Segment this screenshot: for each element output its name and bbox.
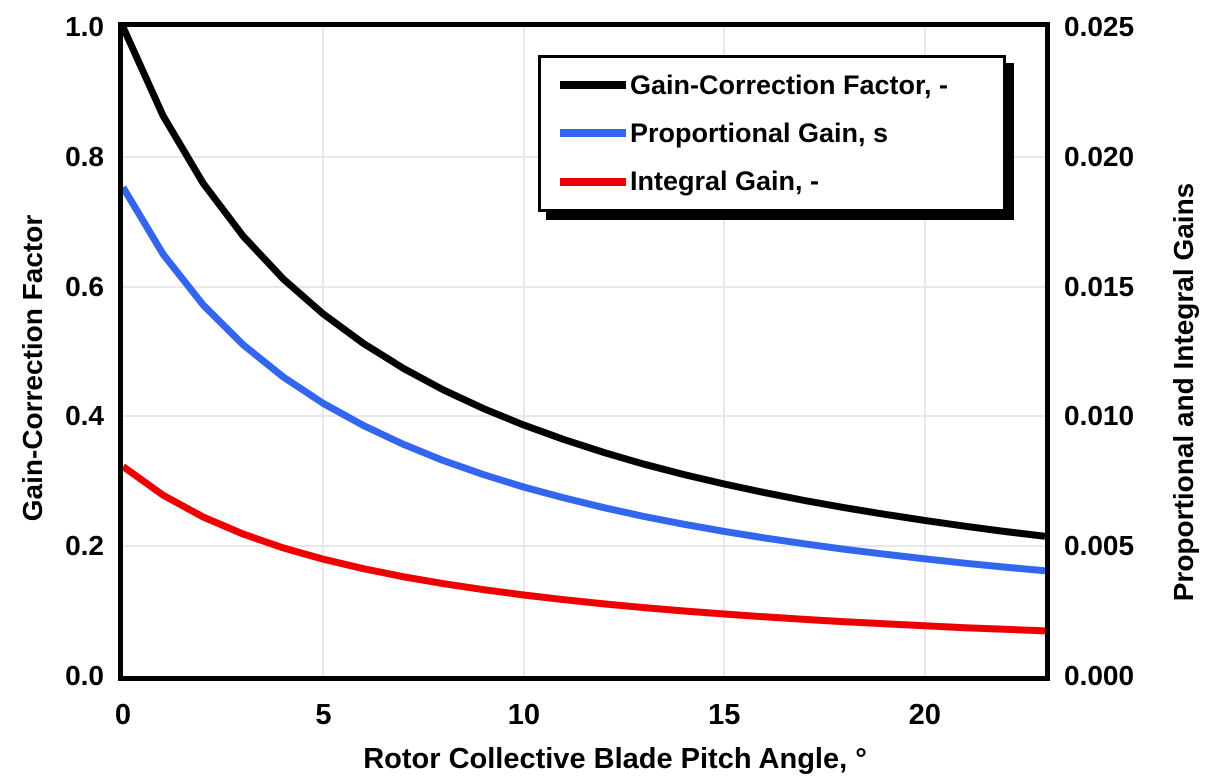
series-plot	[123, 27, 1045, 635]
series-line-proportional-gain-s	[123, 185, 1045, 575]
y-right-tick-label: 0.010	[1064, 400, 1135, 432]
x-tick-label: 0	[114, 699, 132, 731]
y-left-tick-label: 0.4	[65, 400, 104, 432]
x-tick-label: 15	[708, 699, 741, 731]
y-left-tick-label: 0.6	[65, 270, 104, 302]
y-left-tick-label: 0.0	[65, 660, 104, 691]
y-left-tick-label: 1.0	[65, 11, 104, 42]
y-right-tick-label: 0.020	[1064, 140, 1135, 172]
vertical-gridline	[723, 27, 726, 676]
legend-item: Gain-Correction Factor, -	[560, 62, 997, 108]
y-left-tick-label: 0.2	[65, 530, 104, 562]
x-tick-label: 5	[315, 699, 332, 731]
vertical-gridline	[522, 27, 525, 676]
horizontal-gridline	[123, 545, 1045, 548]
y-right-tick-label: 0.025	[1064, 11, 1135, 42]
y-right-tick-label: 0.005	[1064, 530, 1135, 562]
y-right-tick-label: 0.015	[1064, 270, 1135, 302]
series-line-integral-gain	[123, 463, 1045, 635]
legend-item: Proportional Gain, s	[560, 110, 997, 156]
legend-line-swatch	[560, 129, 626, 138]
horizontal-gridline	[123, 415, 1045, 418]
y-right-tick-label: 0.000	[1064, 660, 1135, 691]
legend: Gain-Correction Factor, - Proportional Ga…	[538, 55, 1006, 212]
x-tick-label: 20	[908, 699, 941, 731]
horizontal-gridline	[123, 285, 1045, 288]
x-axis-title: Rotor Collective Blade Pitch Angle, °	[363, 743, 867, 775]
x-tick-label: 10	[507, 699, 540, 731]
vertical-gridline	[923, 27, 926, 676]
legend-item: Integral Gain, -	[560, 159, 997, 205]
legend-label: Gain-Correction Factor, -	[630, 69, 949, 100]
legend-line-swatch	[560, 81, 626, 90]
series-line-gain-correction-factor	[123, 27, 1045, 540]
y-axis-left-title: Gain-Correction Factor	[17, 214, 48, 522]
legend-line-swatch	[560, 177, 626, 186]
y-left-tick-label: 0.8	[65, 140, 104, 172]
plot-inner	[123, 27, 1045, 676]
legend-label: Proportional Gain, s	[630, 117, 889, 148]
legend-label: Integral Gain, -	[630, 166, 820, 197]
vertical-gridline	[322, 27, 325, 676]
